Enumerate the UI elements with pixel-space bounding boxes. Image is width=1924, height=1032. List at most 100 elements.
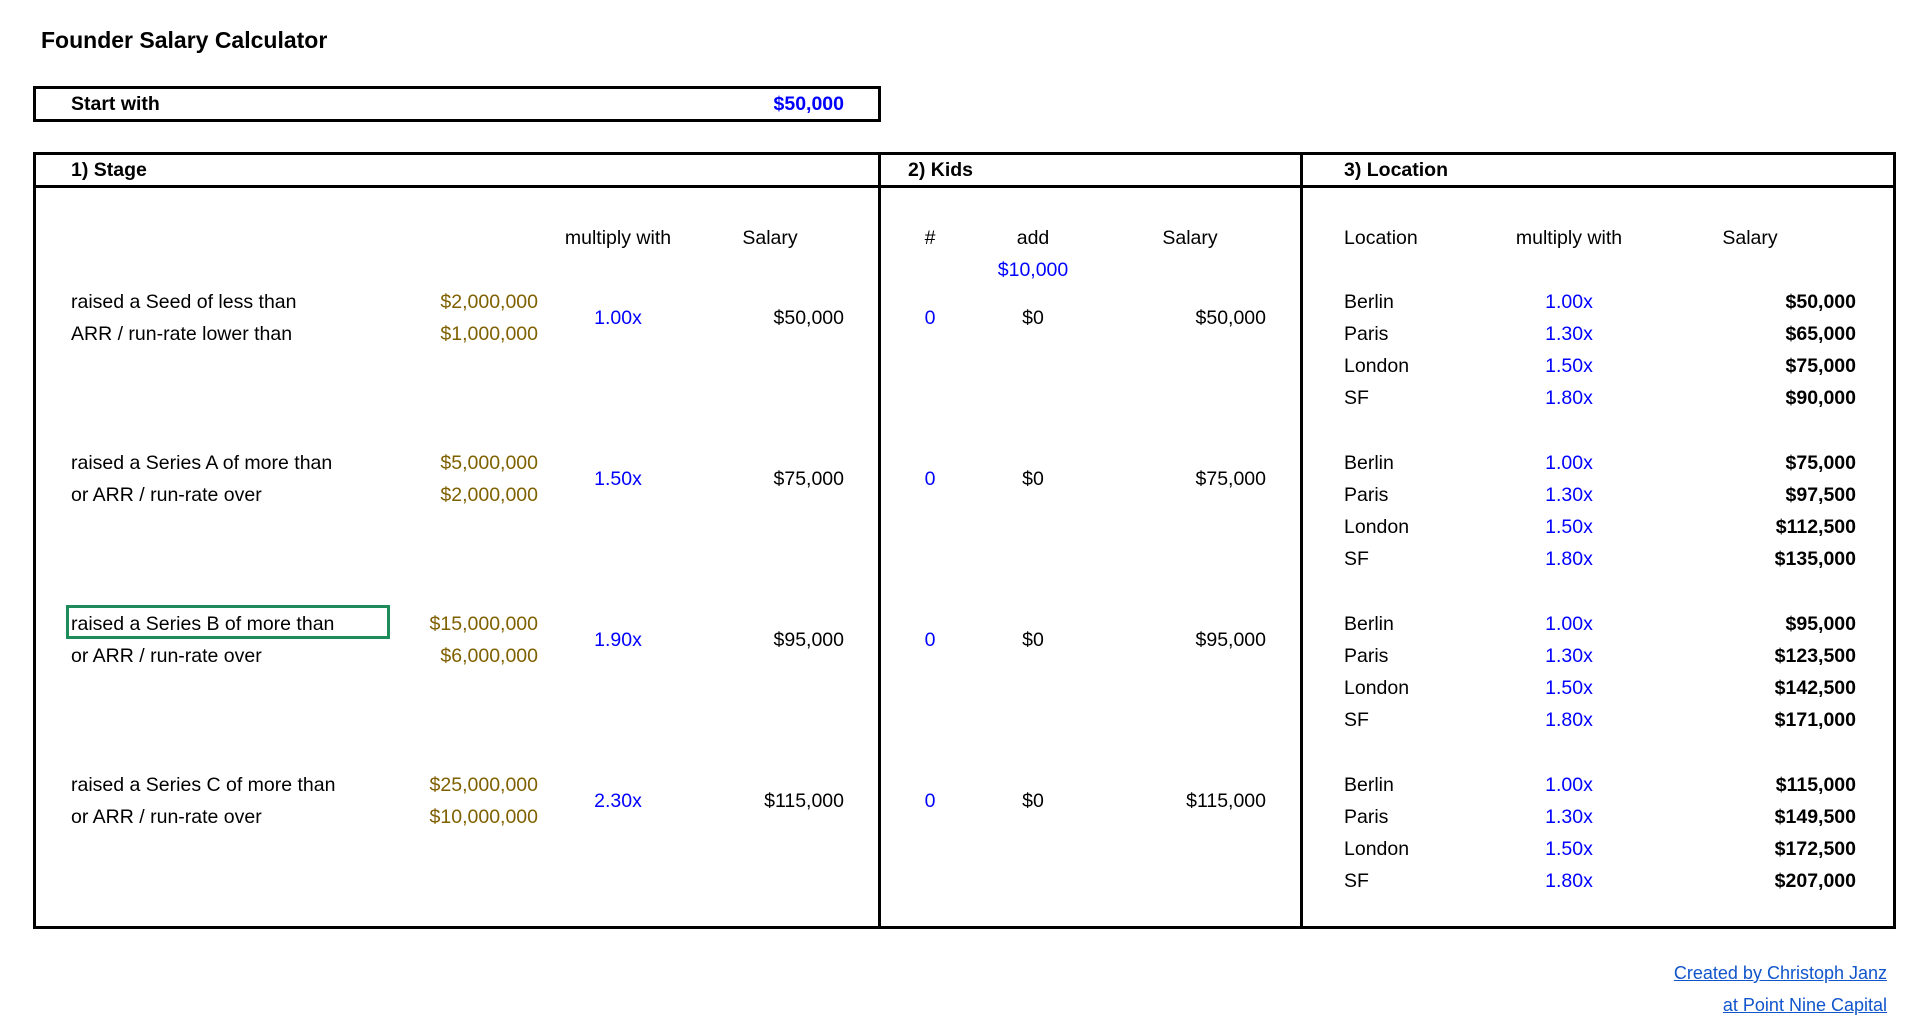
section-location-header: 3) Location <box>1344 159 1449 181</box>
location-city: Berlin <box>1344 613 1394 635</box>
location-salary: $142,500 <box>1774 677 1856 699</box>
kids-salary: $50,000 <box>1195 307 1267 329</box>
stage-threshold-1[interactable]: $25,000,000 <box>429 774 538 796</box>
stage-line2: or ARR / run-rate over <box>71 645 262 667</box>
location-multiplier[interactable]: 1.50x <box>1545 838 1593 860</box>
stage-threshold-2[interactable]: $1,000,000 <box>440 323 538 345</box>
location-salary: $172,500 <box>1774 838 1856 860</box>
location-multiplier[interactable]: 1.80x <box>1545 387 1593 409</box>
stage-threshold-2[interactable]: $2,000,000 <box>440 484 538 506</box>
location-multiplier[interactable]: 1.80x <box>1545 709 1593 731</box>
kids-location-divider <box>1300 152 1303 929</box>
kids-count[interactable]: 0 <box>924 629 936 651</box>
start-with-box <box>33 86 881 122</box>
location-salary: $207,000 <box>1774 870 1856 892</box>
location-multiplier[interactable]: 1.00x <box>1545 452 1593 474</box>
calculator-table <box>33 152 1896 929</box>
kids-count[interactable]: 0 <box>924 790 936 812</box>
location-header: Location <box>1344 227 1418 249</box>
location-multiplier[interactable]: 1.50x <box>1545 677 1593 699</box>
location-city: SF <box>1344 387 1369 409</box>
location-city: Paris <box>1344 806 1389 828</box>
credit-link-company[interactable]: at Point Nine Capital <box>1722 995 1887 1015</box>
stage-threshold-2[interactable]: $6,000,000 <box>440 645 538 667</box>
stage-threshold-1[interactable]: $15,000,000 <box>429 613 538 635</box>
stage-multiply-header: multiply with <box>564 227 672 249</box>
stage-line2: or ARR / run-rate over <box>71 484 262 506</box>
location-city: Paris <box>1344 323 1389 345</box>
section-stage-header: 1) Stage <box>71 159 147 181</box>
stage-salary: $50,000 <box>773 307 845 329</box>
kids-count-header: # <box>924 227 936 249</box>
location-salary: $75,000 <box>1785 452 1857 474</box>
location-city: Paris <box>1344 484 1389 506</box>
location-city: London <box>1344 677 1410 699</box>
stage-salary: $75,000 <box>773 468 845 490</box>
location-salary-header: Salary <box>1722 227 1778 249</box>
stage-threshold-2[interactable]: $10,000,000 <box>429 806 538 828</box>
selected-cell-outline[interactable] <box>66 605 390 639</box>
location-city: Berlin <box>1344 291 1394 313</box>
stage-salary: $115,000 <box>764 790 844 812</box>
kids-add-value: $0 <box>1022 790 1044 812</box>
location-multiplier[interactable]: 1.30x <box>1545 323 1593 345</box>
stage-line1: raised a Series A of more than <box>71 452 333 474</box>
location-city: SF <box>1344 709 1369 731</box>
stage-multiplier[interactable]: 1.90x <box>594 629 642 651</box>
kids-salary: $95,000 <box>1195 629 1267 651</box>
stage-line1: raised a Seed of less than <box>71 291 297 313</box>
page-title: Founder Salary Calculator <box>41 27 328 53</box>
location-city: London <box>1344 516 1410 538</box>
location-city: London <box>1344 355 1410 377</box>
location-salary: $90,000 <box>1785 387 1857 409</box>
location-multiplier[interactable]: 1.30x <box>1545 806 1593 828</box>
location-salary: $115,000 <box>1775 774 1856 796</box>
header-divider <box>33 185 1896 188</box>
kids-add-value: $0 <box>1022 629 1044 651</box>
kids-add-value: $0 <box>1022 307 1044 329</box>
location-city: Paris <box>1344 645 1389 667</box>
location-salary: $75,000 <box>1785 355 1857 377</box>
location-city: SF <box>1344 548 1369 570</box>
location-multiplier[interactable]: 1.30x <box>1545 484 1593 506</box>
location-multiplier[interactable]: 1.00x <box>1545 774 1593 796</box>
location-salary: $95,000 <box>1785 613 1857 635</box>
location-salary: $149,500 <box>1774 806 1856 828</box>
kids-add-amount[interactable]: $10,000 <box>997 259 1069 281</box>
kids-add-header: add <box>1016 227 1050 249</box>
location-multiplier[interactable]: 1.00x <box>1545 291 1593 313</box>
stage-line2: ARR / run-rate lower than <box>71 323 293 345</box>
location-salary: $171,000 <box>1774 709 1856 731</box>
location-salary: $65,000 <box>1785 323 1857 345</box>
kids-count[interactable]: 0 <box>924 307 936 329</box>
location-multiplier[interactable]: 1.80x <box>1545 548 1593 570</box>
kids-add-value: $0 <box>1022 468 1044 490</box>
location-multiplier[interactable]: 1.50x <box>1545 355 1593 377</box>
location-salary: $135,000 <box>1774 548 1856 570</box>
location-multiply-header: multiply with <box>1515 227 1623 249</box>
location-city: Berlin <box>1344 774 1394 796</box>
start-with-value[interactable]: $50,000 <box>773 93 845 115</box>
stage-multiplier[interactable]: 2.30x <box>594 790 642 812</box>
location-multiplier[interactable]: 1.50x <box>1545 516 1593 538</box>
stage-multiplier[interactable]: 1.00x <box>594 307 642 329</box>
stage-threshold-1[interactable]: $2,000,000 <box>440 291 538 313</box>
location-multiplier[interactable]: 1.00x <box>1545 613 1593 635</box>
stage-threshold-1[interactable]: $5,000,000 <box>440 452 538 474</box>
credit-link-author[interactable]: Created by Christoph Janz <box>1673 963 1887 983</box>
stage-salary: $95,000 <box>773 629 845 651</box>
start-with-label: Start with <box>71 93 160 115</box>
location-city: Berlin <box>1344 452 1394 474</box>
stage-line1: raised a Series B of more than <box>71 613 335 635</box>
location-salary: $112,500 <box>1775 516 1856 538</box>
location-city: SF <box>1344 870 1369 892</box>
stage-line1: raised a Series C of more than <box>71 774 336 796</box>
location-city: London <box>1344 838 1410 860</box>
stage-line2: or ARR / run-rate over <box>71 806 262 828</box>
kids-count[interactable]: 0 <box>924 468 936 490</box>
location-multiplier[interactable]: 1.30x <box>1545 645 1593 667</box>
stage-multiplier[interactable]: 1.50x <box>594 468 642 490</box>
kids-salary: $75,000 <box>1195 468 1267 490</box>
location-multiplier[interactable]: 1.80x <box>1545 870 1593 892</box>
section-kids-header: 2) Kids <box>908 159 974 181</box>
